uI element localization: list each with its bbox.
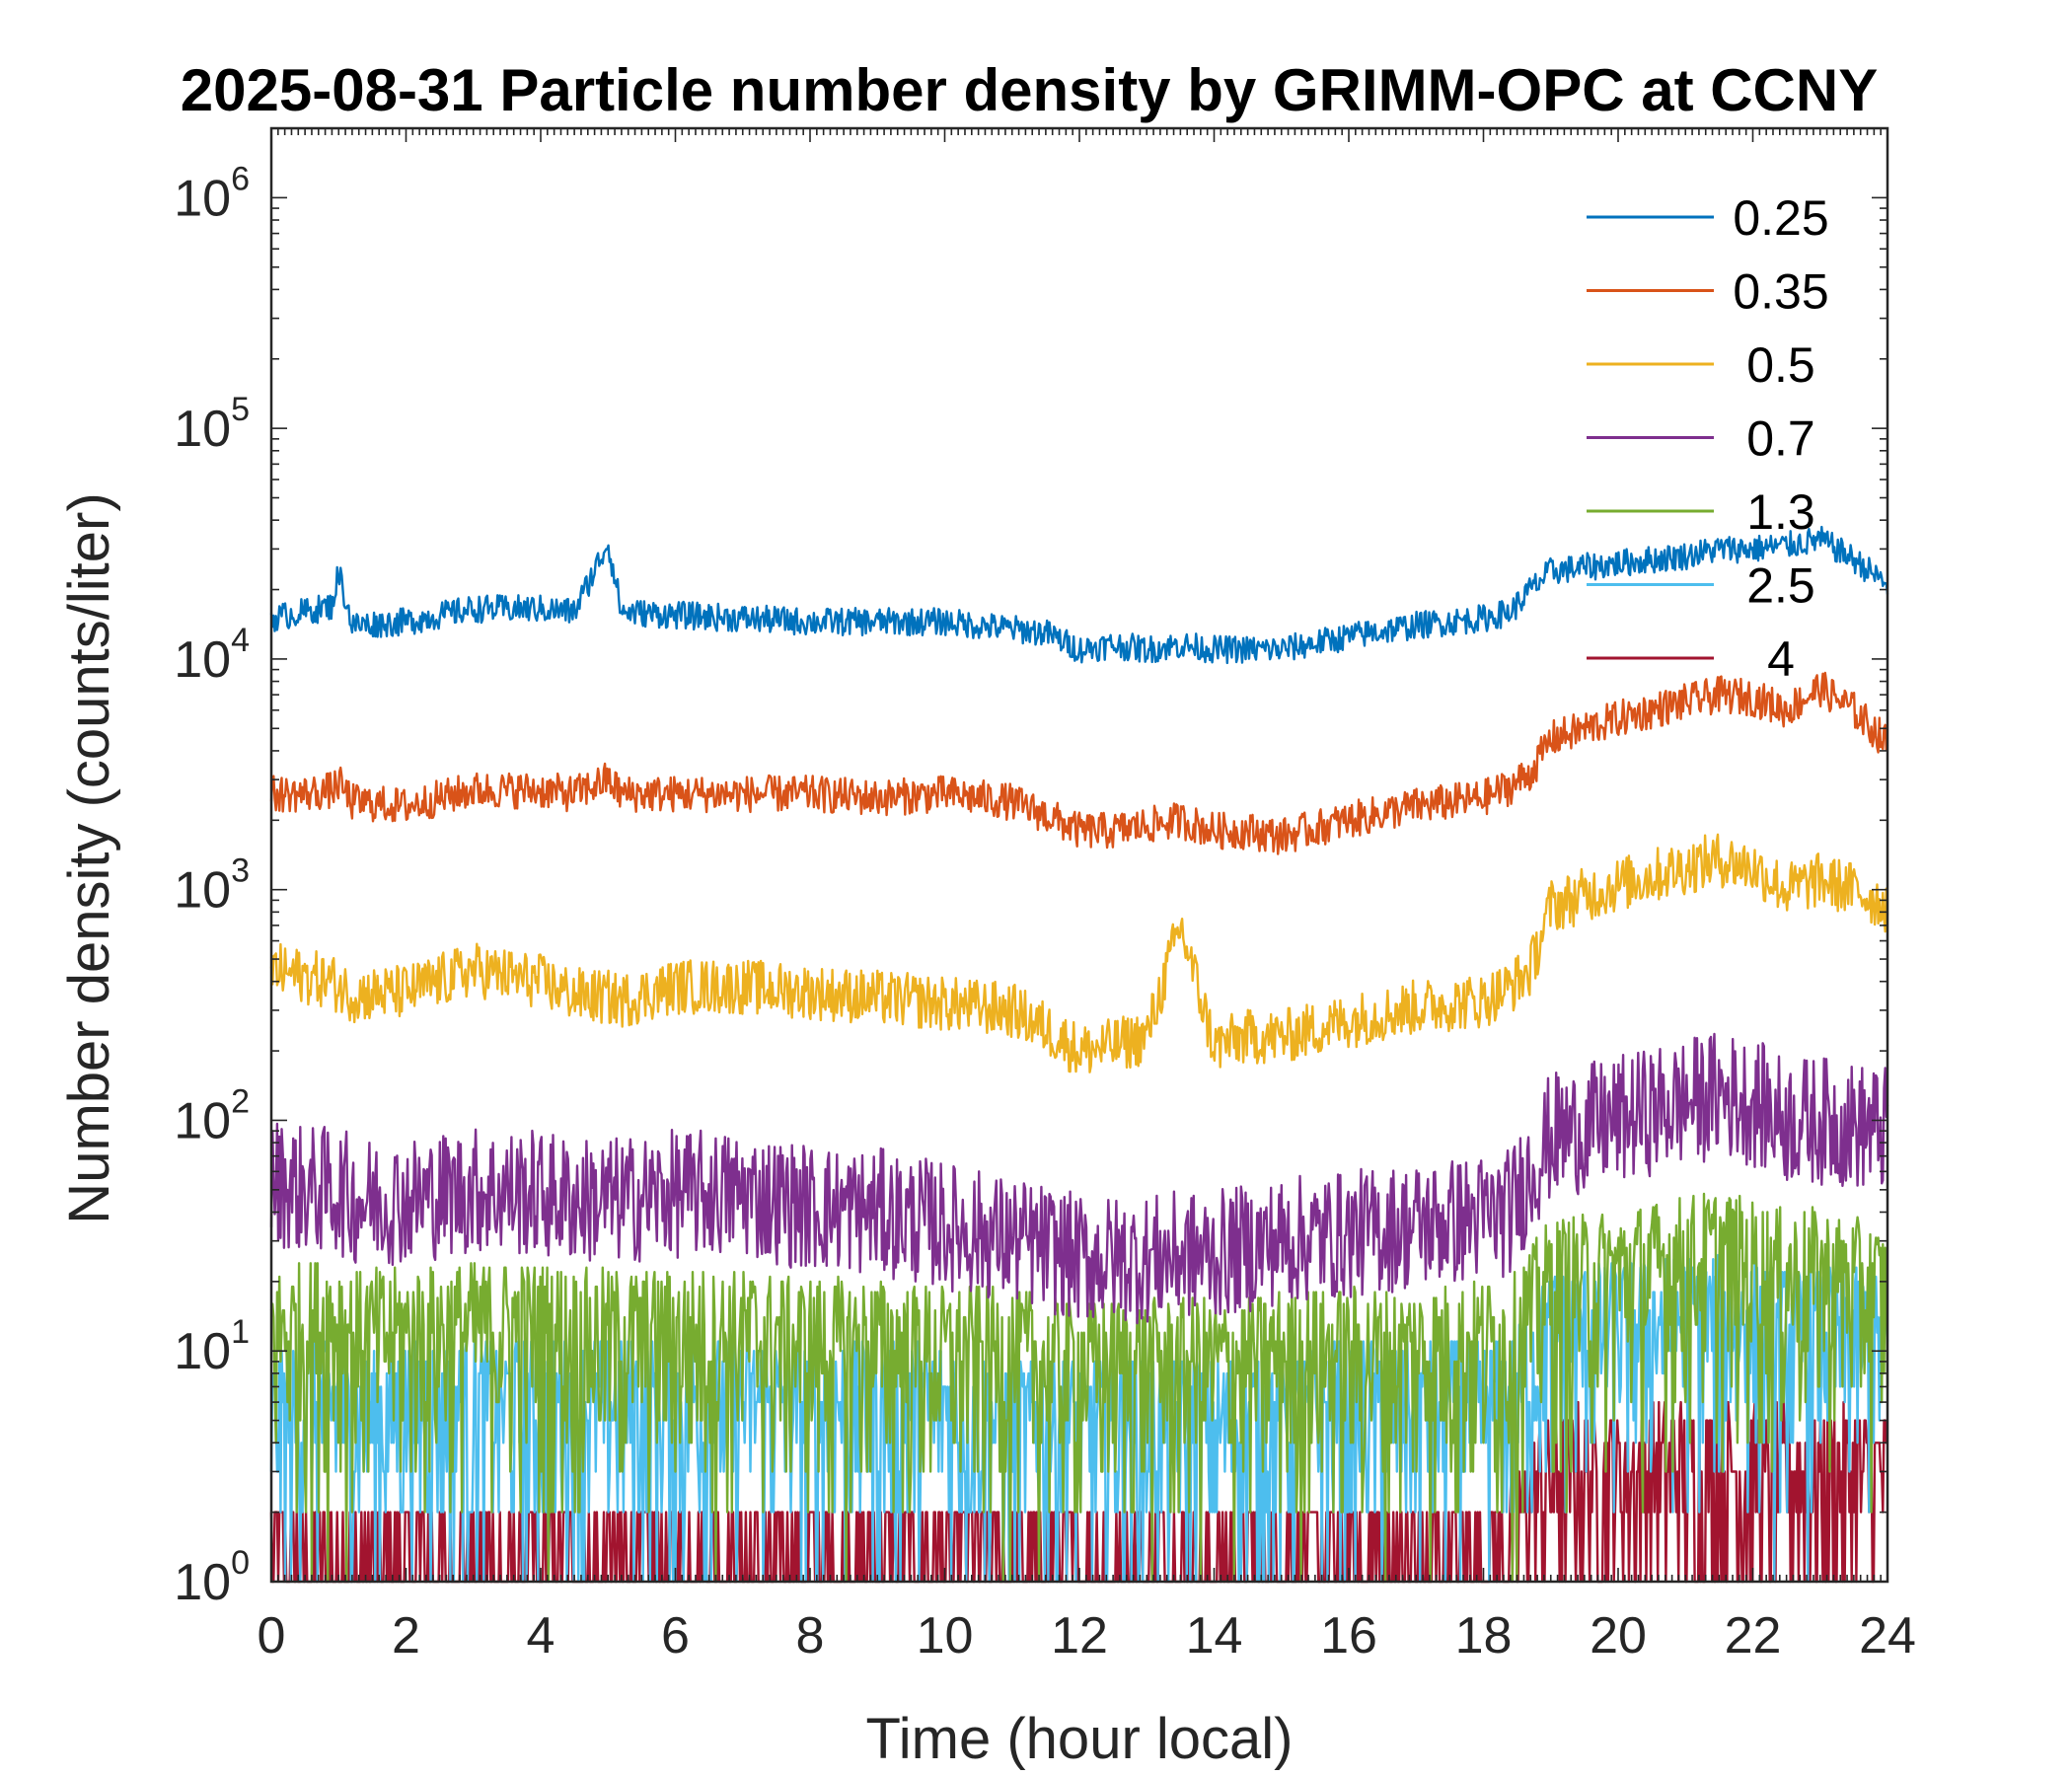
x-tick-label: 20 bbox=[1590, 1607, 1647, 1665]
chart-title: 2025-08-31 Particle number density by GR… bbox=[181, 57, 1879, 123]
x-tick-label: 4 bbox=[527, 1607, 555, 1665]
axes-layer: 0 2 4 6 8 10 12 14 16 18 20 22 241001011021031041051… bbox=[174, 126, 1916, 1665]
series-line-0.7 bbox=[269, 1032, 1889, 1325]
series-layer bbox=[269, 525, 1889, 1584]
y-tick-label: 101 bbox=[174, 1313, 250, 1380]
series-line-1.3 bbox=[269, 1192, 1889, 1584]
x-tick-label: 10 bbox=[917, 1607, 974, 1665]
x-tick-label: 18 bbox=[1455, 1607, 1513, 1665]
legend-label: 0.5 bbox=[1746, 337, 1815, 393]
x-tick-label: 8 bbox=[796, 1607, 825, 1665]
series-line-0.35 bbox=[269, 671, 1889, 855]
y-tick-label: 103 bbox=[174, 852, 250, 920]
legend: 0.25 0.35 0.5 0.7 1.3 2.5 4 bbox=[1587, 190, 1829, 687]
y-tick-label: 104 bbox=[174, 622, 250, 689]
x-axis-label: Time (hour local) bbox=[866, 1707, 1294, 1771]
legend-label: 4 bbox=[1767, 631, 1795, 687]
legend-label: 0.7 bbox=[1746, 411, 1815, 467]
series-line-0.25 bbox=[269, 525, 1889, 665]
legend-label: 2.5 bbox=[1746, 558, 1815, 614]
y-axis-label: Number density (counts/liter) bbox=[57, 492, 121, 1223]
x-tick-label: 24 bbox=[1859, 1607, 1916, 1665]
legend-label: 1.3 bbox=[1746, 484, 1815, 540]
x-tick-label: 16 bbox=[1320, 1607, 1377, 1665]
x-tick-label: 14 bbox=[1186, 1607, 1243, 1665]
x-tick-label: 6 bbox=[661, 1607, 690, 1665]
x-tick-label: 22 bbox=[1725, 1607, 1782, 1665]
y-tick-label: 100 bbox=[174, 1544, 250, 1611]
x-tick-label: 0 bbox=[258, 1607, 286, 1665]
y-tick-label: 105 bbox=[174, 391, 250, 458]
y-tick-label: 106 bbox=[174, 160, 250, 227]
legend-label: 0.35 bbox=[1733, 264, 1828, 320]
series-line-0.5 bbox=[269, 833, 1889, 1073]
x-tick-label: 2 bbox=[392, 1607, 420, 1665]
legend-label: 0.25 bbox=[1733, 190, 1828, 246]
x-tick-label: 12 bbox=[1051, 1607, 1108, 1665]
y-tick-label: 102 bbox=[174, 1082, 250, 1149]
